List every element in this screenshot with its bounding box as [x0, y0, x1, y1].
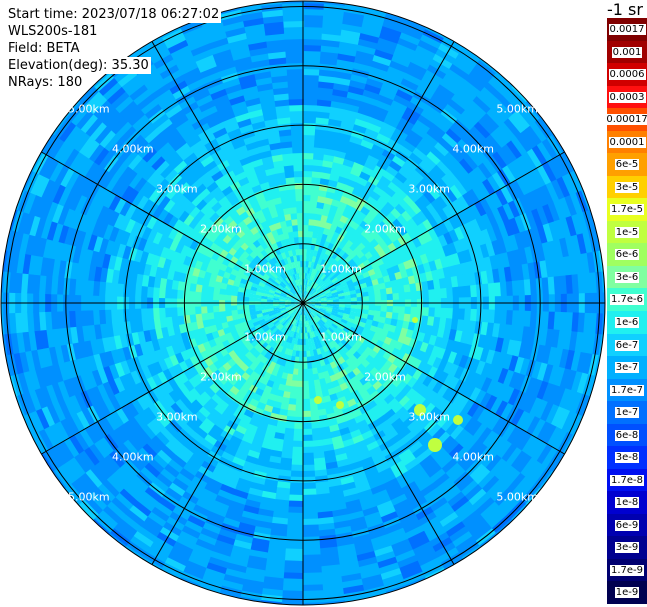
- range-label: 2.00km: [200, 370, 242, 384]
- colorbar-label: 0.0003: [608, 91, 646, 103]
- nrays: NRays: 180: [8, 74, 85, 91]
- azimuth-spoke: [151, 41, 455, 565]
- range-label: 5.00km: [496, 490, 538, 504]
- colorbar-label: 1.7e-9: [609, 564, 645, 576]
- colorbar-label: 1.7e-8: [609, 474, 645, 486]
- colorbar-label: 3e-7: [614, 362, 640, 374]
- range-label: 3.00km: [156, 410, 198, 424]
- range-label: 3.00km: [408, 410, 450, 424]
- instrument-name: WLS200s-181: [8, 23, 100, 40]
- colorbar-label: 0.0006: [608, 69, 646, 81]
- colorbar-cell: 6e-7: [607, 333, 647, 357]
- colorbar-cell: 1e-5: [607, 220, 647, 244]
- colorbar-cell: 0.001: [607, 40, 647, 64]
- start-time: Start time: 2023/07/18 06:27:02: [8, 6, 222, 23]
- range-label: 5.00km: [68, 490, 110, 504]
- colorbar-label: 6e-7: [614, 339, 640, 351]
- azimuth-spokes: [1, 1, 605, 605]
- colorbar-cell: 1e-7: [607, 401, 647, 425]
- colorbar-cell: 0.00017: [605, 108, 647, 132]
- colorbar-cell: 1.7e-6: [607, 288, 647, 312]
- colorbar-cell: 1.7e-9: [607, 558, 647, 582]
- colorbar-cell: 0.0017: [607, 18, 647, 42]
- range-label: 2.00km: [200, 222, 242, 236]
- colorbar-label: 1e-9: [614, 587, 640, 599]
- field-name: Field: BETA: [8, 40, 82, 57]
- colorbar-cell: 6e-6: [607, 243, 647, 267]
- colorbar: 0.0017 0.001 0.0006 0.0003 0.00017 0.0001 6e-5…: [605, 18, 647, 605]
- range-label: 1.00km: [244, 330, 286, 344]
- colorbar-cell: 3e-8: [607, 446, 647, 470]
- colorbar-cell: 3e-7: [607, 356, 647, 380]
- colorbar-cell: 1e-8: [607, 491, 647, 515]
- colorbar-units: -1 sr: [607, 0, 643, 19]
- colorbar-cell: 6e-8: [607, 423, 647, 447]
- colorbar-label: 6e-6: [614, 249, 640, 261]
- colorbar-label: 6e-5: [614, 159, 640, 171]
- colorbar-cell: 6e-5: [607, 153, 647, 177]
- colorbar-cell: 3e-5: [607, 175, 647, 199]
- colorbar-cell: 3e-6: [607, 265, 647, 289]
- colorbar-cell: 0.0006: [607, 63, 647, 87]
- range-label: 4.00km: [452, 450, 494, 464]
- range-label: 4.00km: [452, 142, 494, 156]
- colorbar-label: 0.001: [611, 46, 643, 58]
- colorbar-label: 3e-5: [614, 181, 640, 193]
- colorbar-label: 1e-7: [614, 407, 640, 419]
- colorbar-label: 1e-5: [614, 226, 640, 238]
- colorbar-cell: 1e-9: [607, 581, 647, 605]
- colorbar-label: 6e-8: [614, 429, 640, 441]
- colorbar-label: 1.7e-5: [609, 204, 645, 216]
- colorbar-cell: 1e-6: [607, 311, 647, 335]
- plot-info: Start time: 2023/07/18 06:27:02 WLS200s-…: [8, 6, 222, 91]
- range-label: 5.00km: [496, 102, 538, 116]
- colorbar-cell: 1.7e-5: [607, 198, 647, 222]
- colorbar-label: 0.0017: [608, 24, 646, 36]
- colorbar-label: 1.7e-6: [609, 294, 645, 306]
- colorbar-label: 1e-6: [614, 317, 640, 329]
- ppi-data-field: [1, 1, 605, 605]
- colorbar-label: 1e-8: [614, 497, 640, 509]
- colorbar-cell: 6e-9: [607, 513, 647, 537]
- colorbar-cell: 0.0003: [607, 85, 647, 109]
- colorbar-cell: 1.7e-7: [607, 378, 647, 402]
- range-label: 4.00km: [112, 142, 154, 156]
- colorbar-label: 6e-9: [614, 519, 640, 531]
- colorbar-cell: 3e-9: [607, 536, 647, 560]
- range-label: 3.00km: [156, 182, 198, 196]
- range-label: 3.00km: [408, 182, 450, 196]
- range-label: 1.00km: [320, 262, 362, 276]
- range-label: 1.00km: [244, 262, 286, 276]
- colorbar-cell: 1.7e-8: [607, 468, 647, 492]
- elevation: Elevation(deg): 35.30: [8, 57, 151, 74]
- colorbar-label: 3e-8: [614, 452, 640, 464]
- colorbar-label: 0.0001: [608, 136, 646, 148]
- colorbar-label: 1.7e-7: [609, 384, 645, 396]
- range-label: 2.00km: [364, 370, 406, 384]
- colorbar-label: 0.00017: [605, 114, 647, 126]
- colorbar-cell: 0.0001: [607, 130, 647, 154]
- colorbar-label: 3e-9: [614, 542, 640, 554]
- colorbar-label: 3e-6: [614, 271, 640, 283]
- range-label: 2.00km: [364, 222, 406, 236]
- range-label: 4.00km: [112, 450, 154, 464]
- range-label: 1.00km: [320, 330, 362, 344]
- range-label: 5.00km: [68, 102, 110, 116]
